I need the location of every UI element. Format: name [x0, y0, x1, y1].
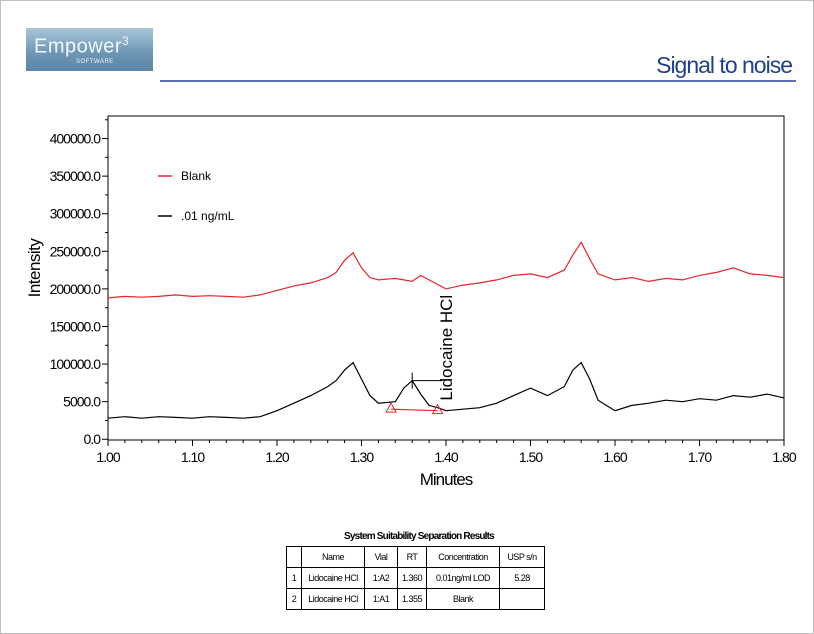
table-cell: 1.360: [397, 567, 427, 589]
legend-entry: .01 ng/mL: [181, 209, 235, 223]
table-header-cell: Concentration: [426, 546, 500, 568]
y-tick-label: 350000.0: [50, 168, 102, 184]
table-header-cell: Name: [301, 546, 365, 568]
table-cell: Lidocaine HCl: [301, 588, 365, 610]
x-tick-label: 1.20: [265, 449, 289, 465]
series-line-sample: [107, 361, 785, 419]
table-row: 1 Lidocaine HCl 1:A2 1.360 0.01ng/ml LOD 5.28: [286, 567, 545, 589]
table-cell: 1: [286, 567, 302, 589]
x-tick-label: 1.00: [96, 449, 120, 465]
table-header-cell: [286, 546, 302, 568]
y-tick-label: 300000.0: [50, 206, 102, 222]
y-tick-label: 150000.0: [50, 318, 102, 334]
chart-series: [107, 241, 785, 419]
table-cell: 1:A1: [364, 588, 398, 610]
integration-marker: [385, 402, 397, 413]
table-cell: 1:A2: [364, 567, 398, 589]
table-cell: Blank: [426, 588, 500, 610]
integration-baseline: [391, 408, 438, 412]
chart-annotations: Lidocaine HCl: [385, 295, 456, 415]
results-table: Name Vial RT Concentration USP s/n 1 Lidocaine…: [286, 546, 545, 610]
chart-legend: Blank .01 ng/mL: [158, 169, 235, 223]
x-tick-label: 1.10: [181, 449, 205, 465]
x-tick-label: 1.70: [688, 449, 712, 465]
title-rule: [160, 80, 796, 82]
legend-entry: Blank: [181, 169, 212, 183]
table-cell: 5.28: [499, 567, 545, 589]
x-tick-label: 1.40: [434, 449, 458, 465]
logo-text: Empower3: [34, 34, 130, 58]
y-axis-label: Intensity: [25, 238, 44, 298]
table-header-cell: Vial: [364, 546, 398, 568]
table-cell: Lidocaine HCl: [301, 567, 365, 589]
table-header-row: Name Vial RT Concentration USP s/n: [286, 546, 545, 568]
table-row: 2 Lidocaine HCl 1:A1 1.355 Blank: [286, 588, 545, 610]
integration-marker: [431, 403, 444, 415]
y-tick-label: 400000.0: [50, 131, 102, 147]
x-axis-label: Minutes: [420, 470, 473, 489]
table-cell: [499, 588, 545, 610]
table-cell: 0.01ng/ml LOD: [426, 567, 500, 589]
table-cell: 1.355: [397, 588, 427, 610]
x-tick-label: 1.60: [603, 449, 627, 465]
table-cell: 2: [286, 588, 302, 610]
x-tick-label: 1.50: [519, 449, 543, 465]
chart-ticks: 0.0 5000.0 100000.0 150000.0 200000.0 250000.…: [50, 119, 798, 465]
x-tick-label: 1.30: [350, 449, 374, 465]
y-tick-label: 0.0: [84, 431, 102, 447]
table-header-cell: RT: [397, 546, 427, 568]
results-table-caption: System Suitability Separation Results: [344, 531, 495, 542]
y-tick-label: 100000.0: [50, 356, 102, 372]
y-tick-label: 250000.0: [50, 243, 102, 259]
logo-subtext: SOFTWARE: [76, 59, 114, 65]
empower-logo: Empower3 SOFTWARE: [26, 28, 153, 71]
y-tick-label: 5000.0: [63, 394, 101, 410]
x-tick-label: 1.80: [772, 449, 796, 465]
table-header-cell: USP s/n: [499, 546, 545, 568]
slide-title: Signal to noise: [656, 52, 793, 78]
y-tick-label: 200000.0: [50, 281, 102, 297]
peak-label: Lidocaine HCl: [437, 295, 456, 401]
series-line-blank: [107, 241, 785, 299]
